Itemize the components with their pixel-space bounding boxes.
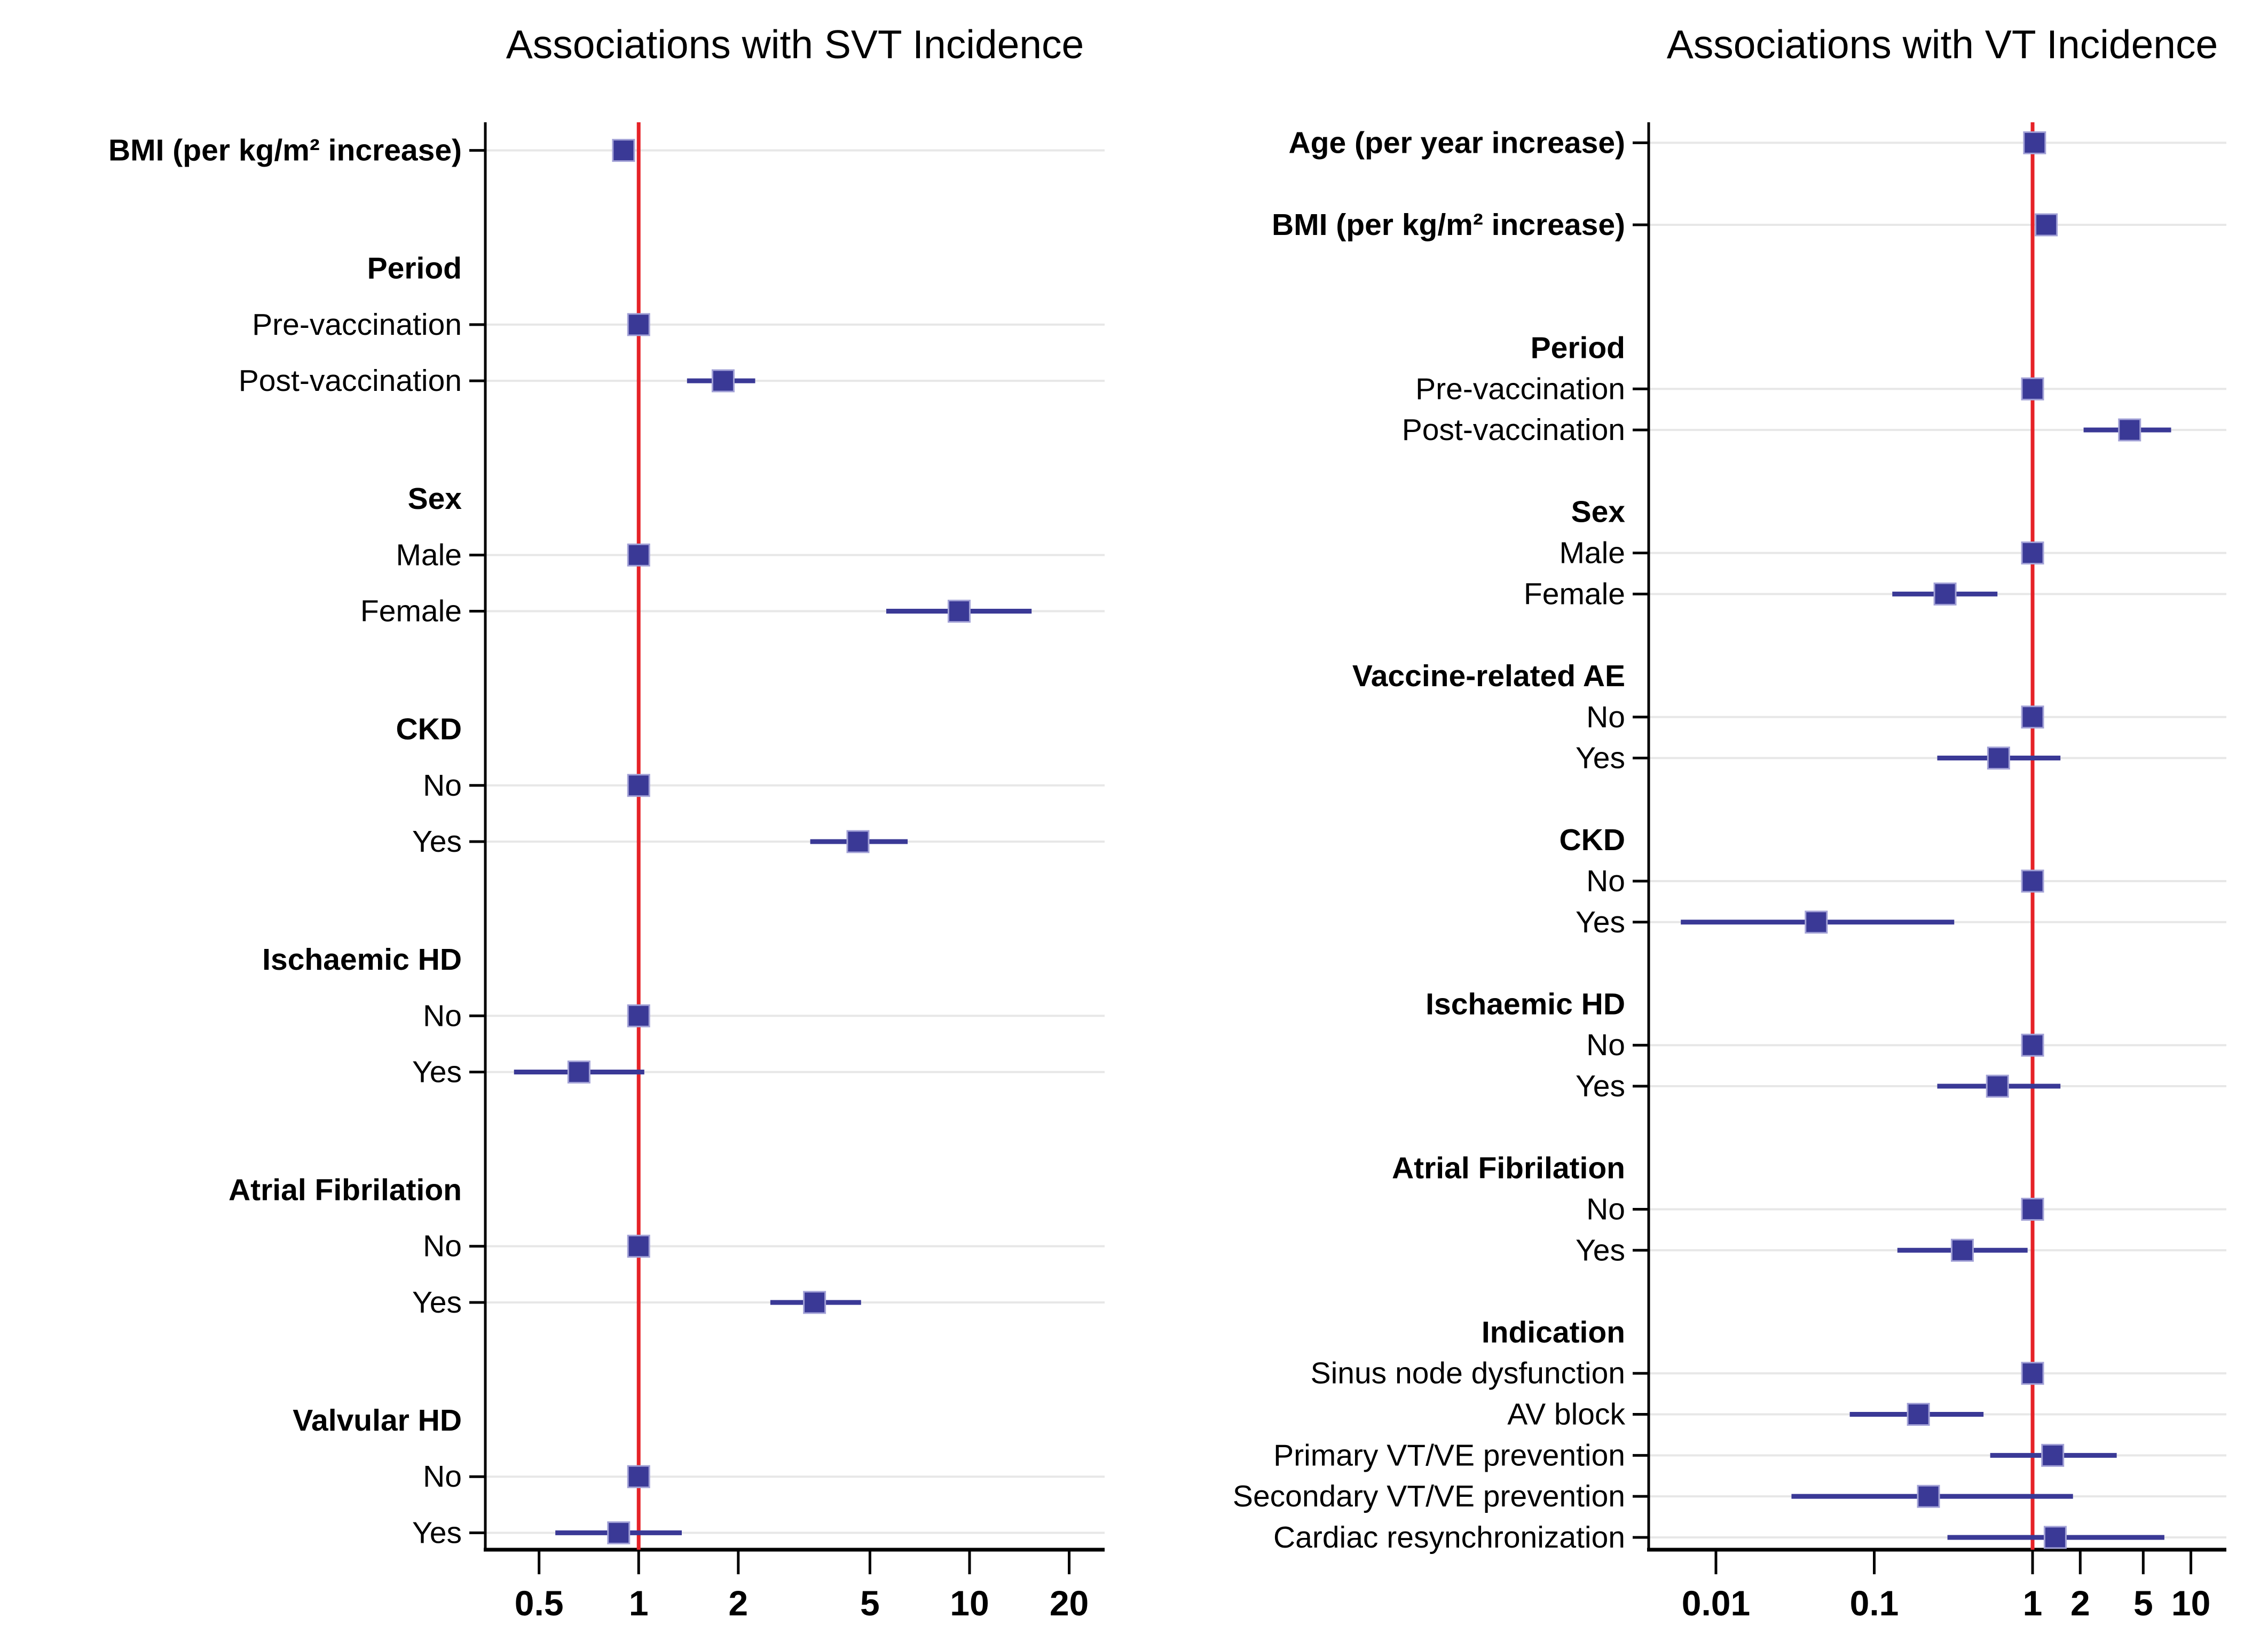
estimate-marker	[1805, 910, 1828, 934]
x-tick-label: 5	[860, 1583, 880, 1623]
x-tick-label: 0.1	[1850, 1583, 1899, 1623]
row-label: No	[1586, 1192, 1625, 1226]
row-label: Age (per year increase)	[1289, 125, 1625, 160]
row-label: Sinus node dysfunction	[1311, 1356, 1625, 1391]
x-tick-label: 1	[629, 1583, 649, 1623]
estimate-marker	[607, 1521, 631, 1544]
row-header-label: Valvular HD	[293, 1403, 462, 1438]
row-header-label: Sex	[408, 482, 462, 516]
estimate-marker	[627, 313, 650, 336]
estimate-marker	[2021, 377, 2044, 401]
x-tick-label: 20	[1050, 1583, 1089, 1623]
estimate-marker	[846, 830, 870, 853]
row-label: Post-vaccination	[239, 364, 462, 398]
row-label: Yes	[412, 825, 462, 859]
row-label: Cardiac resynchronization	[1273, 1520, 1625, 1555]
row-header-label: Period	[1531, 331, 1625, 365]
estimate-marker	[803, 1291, 826, 1314]
row-header-label: Vaccine-related AE	[1352, 659, 1625, 693]
estimate-marker	[1950, 1238, 1974, 1262]
x-tick-label: 5	[2133, 1583, 2153, 1623]
row-label: BMI (per kg/m² increase)	[108, 134, 462, 168]
row-label: Yes	[1576, 741, 1625, 775]
estimate-marker	[2021, 1197, 2044, 1221]
x-tick-label: 2	[728, 1583, 748, 1623]
estimate-marker	[1907, 1403, 1930, 1426]
estimate-marker	[1917, 1485, 1940, 1508]
row-label: AV block	[1507, 1398, 1625, 1432]
estimate-marker	[2035, 213, 2058, 237]
row-header-label: Sex	[1571, 495, 1626, 529]
row-header-label: Atrial Fibrilation	[1392, 1151, 1625, 1186]
estimate-marker	[627, 543, 650, 567]
row-label: No	[423, 999, 462, 1033]
row-label: No	[1586, 1028, 1625, 1062]
estimate-marker	[627, 774, 650, 797]
estimate-marker	[567, 1060, 590, 1084]
vt-plot-title: Associations with VT Incidence	[1666, 22, 2218, 67]
row-label: Yes	[412, 1055, 462, 1089]
row-header-label: CKD	[396, 712, 462, 747]
estimate-marker	[627, 1004, 650, 1027]
estimate-marker	[1986, 1074, 2009, 1098]
row-label: Yes	[1576, 1069, 1625, 1103]
row-label: Pre-vaccination	[252, 308, 462, 342]
x-tick-label: 10	[950, 1583, 989, 1623]
row-label: No	[1586, 700, 1625, 734]
row-label: Yes	[412, 1516, 462, 1550]
row-header-label: CKD	[1560, 823, 1626, 857]
estimate-marker	[2021, 705, 2044, 729]
row-label: Male	[1559, 536, 1625, 570]
estimate-marker	[2043, 1526, 2067, 1549]
estimate-marker	[627, 1465, 650, 1488]
row-label: Pre-vaccination	[1415, 372, 1625, 406]
estimate-marker	[2041, 1443, 2065, 1467]
row-header-label: Period	[367, 252, 462, 286]
estimate-marker	[947, 600, 971, 623]
row-label: BMI (per kg/m² increase)	[1272, 208, 1625, 242]
x-tick-label: 0.5	[515, 1583, 564, 1623]
estimate-marker	[612, 139, 635, 162]
estimate-marker	[1933, 582, 1957, 606]
row-label: Male	[396, 538, 462, 572]
row-header-label: Indication	[1482, 1315, 1625, 1349]
row-label: Yes	[412, 1285, 462, 1320]
row-header-label: Ischaemic HD	[1426, 987, 1625, 1021]
vt-plot: 0.01 0.1 1 2 5 10 Age (per year increase) BMI (…	[1233, 122, 2226, 1623]
row-label: No	[423, 1229, 462, 1263]
estimate-marker	[2021, 541, 2044, 565]
estimate-marker	[2021, 869, 2044, 893]
x-tick-label: 10	[2171, 1583, 2210, 1623]
estimate-marker	[1987, 747, 2010, 770]
row-label: Female	[1524, 577, 1625, 611]
row-label: Primary VT/VE prevention	[1273, 1438, 1625, 1472]
row-label: Yes	[1576, 1233, 1625, 1267]
estimate-marker	[2118, 418, 2141, 442]
svt-plot: 0.5 1 2 5 10 20 BMI (per kg/m² increase) Period…	[108, 122, 1105, 1623]
estimate-marker	[711, 369, 735, 392]
estimate-marker	[627, 1235, 650, 1258]
row-label: No	[1586, 864, 1625, 898]
estimate-marker	[2021, 1033, 2044, 1057]
estimate-marker	[2021, 1362, 2044, 1385]
row-label: Secondary VT/VE prevention	[1233, 1479, 1625, 1513]
row-header-label: Ischaemic HD	[262, 943, 462, 977]
x-tick-label: 2	[2070, 1583, 2090, 1623]
row-header-label: Atrial Fibrilation	[229, 1173, 462, 1207]
row-label: No	[423, 768, 462, 803]
x-tick-label: 1	[2023, 1583, 2043, 1623]
row-label: No	[423, 1459, 462, 1494]
row-label: Female	[360, 594, 462, 629]
x-tick-label: 0.01	[1682, 1583, 1750, 1623]
estimate-marker	[2023, 131, 2046, 154]
svt-plot-title: Associations with SVT Incidence	[506, 22, 1084, 67]
row-label: Post-vaccination	[1402, 413, 1625, 447]
row-label: Yes	[1576, 905, 1625, 939]
